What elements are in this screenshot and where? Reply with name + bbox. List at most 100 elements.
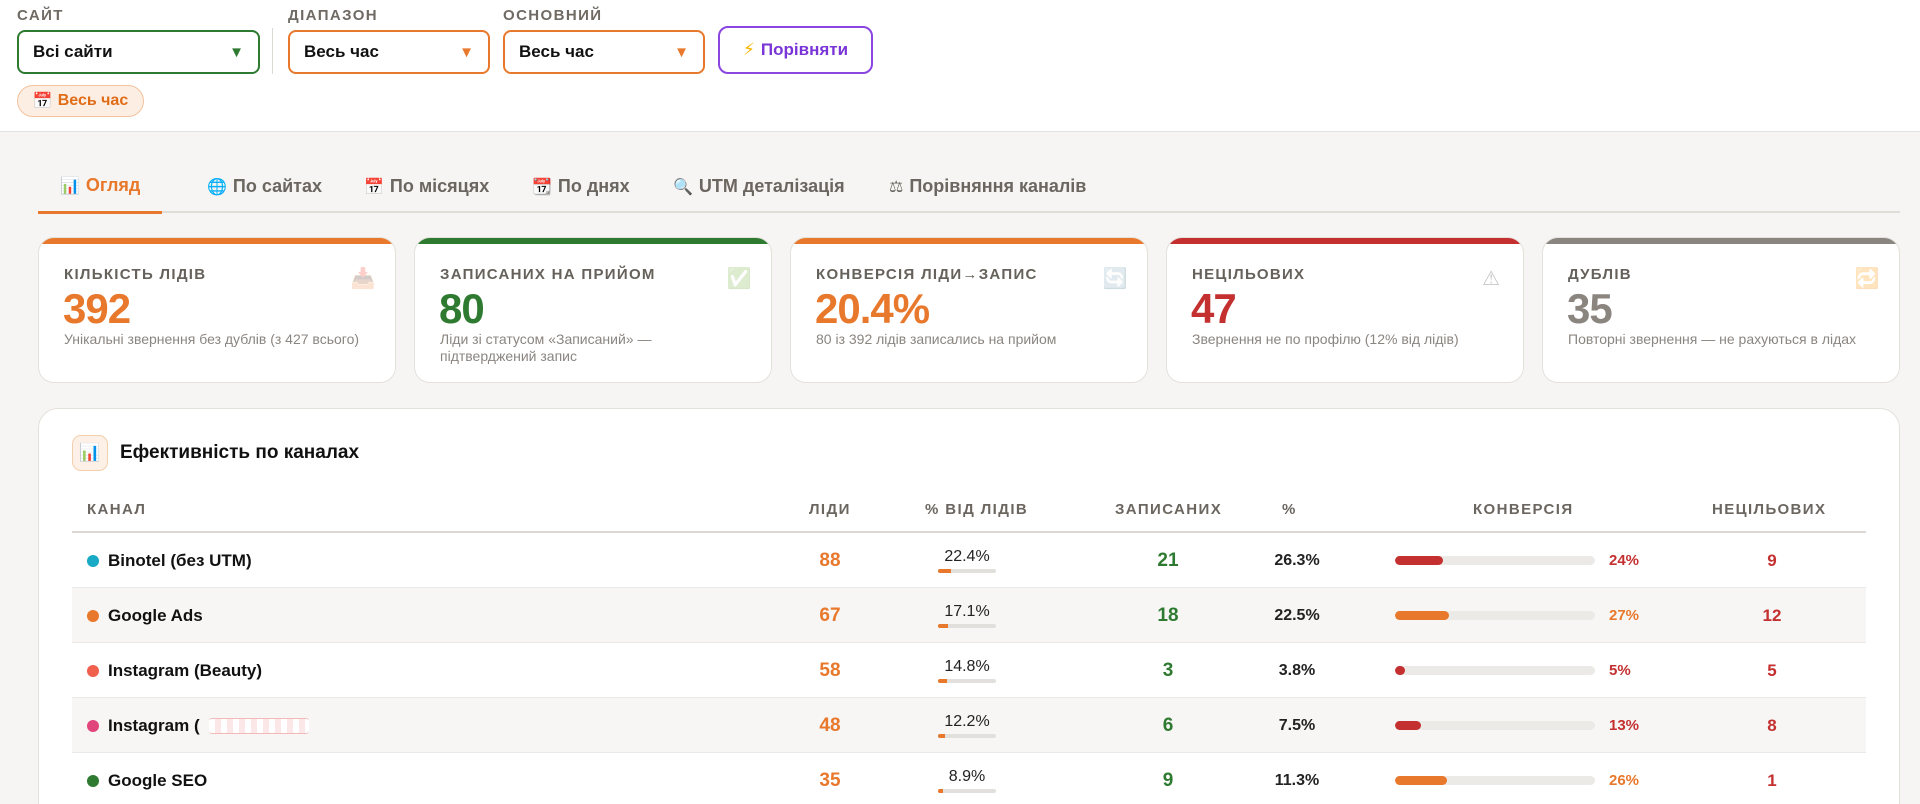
col-header-pct[interactable]: % [1282, 501, 1297, 518]
channel-color-dot [87, 719, 99, 732]
recorded-cell: 21 [1157, 549, 1179, 571]
share-value: 22.4% [944, 548, 990, 565]
conversion-value: 24% [1609, 552, 1640, 569]
globe-icon: 🌐 [207, 178, 227, 196]
col-header-share[interactable]: % ВІД ЛІДІВ [925, 501, 1029, 518]
kpi-value: 20.4% [815, 285, 930, 332]
channel-name: Binotel (без UTM) [108, 550, 252, 570]
tab-by-months[interactable]: 📅 По місяцях [342, 160, 511, 213]
share-value: 14.8% [944, 658, 990, 675]
chevron-down-icon: ▼ [459, 43, 474, 61]
calendar-icon: 📅 [364, 178, 384, 196]
channel-color-dot [87, 664, 99, 677]
compare-button[interactable]: ⚡ Порівняти [718, 26, 873, 74]
period-chip-label: Весь час [57, 92, 129, 109]
pct-cell: 11.3% [1274, 771, 1320, 789]
kpi-label: КОНВЕРСІЯ ЛІДИ→ЗАПИС [816, 266, 1038, 283]
table-row[interactable]: Instagram (Beauty) 58 14.8% 3 3.8% 5% 5 [72, 643, 1866, 698]
col-header-conversion[interactable]: КОНВЕРСІЯ [1473, 501, 1574, 518]
col-header-leads[interactable]: ЛІДИ [809, 501, 851, 518]
conversion-cell: 24% [1395, 533, 1639, 588]
kpi-accent-bar [1167, 238, 1523, 244]
table-row[interactable]: Google Ads 67 17.1% 18 22.5% 27% 12 [72, 588, 1866, 643]
conversion-cell: 13% [1395, 698, 1639, 753]
share-cell: 17.1% [921, 588, 1013, 643]
conversion-cell: 26% [1395, 753, 1639, 804]
site-select[interactable]: Всі сайти ▼ [17, 30, 260, 74]
untargeted-cell: 12 [1762, 605, 1782, 625]
recorded-cell: 9 [1162, 769, 1174, 791]
range-select-value: Весь час [304, 42, 379, 61]
tab-label: По місяцях [389, 176, 490, 196]
share-cell: 8.9% [921, 753, 1013, 804]
table-row[interactable]: Google SEO 35 8.9% 9 11.3% 26% 1 [72, 753, 1866, 804]
untargeted-cell: 5 [1767, 660, 1777, 680]
base-select[interactable]: Весь час ▼ [503, 30, 705, 74]
col-header-untargeted[interactable]: НЕЦІЛЬОВИХ [1712, 501, 1827, 518]
conversion-cell: 27% [1395, 588, 1639, 643]
panel-header: 📊 Ефективність по каналах [72, 435, 359, 471]
kpi-description: Ліди зі статусом «Записаний» — підтвердж… [440, 331, 652, 364]
share-mini-bar-fill [938, 679, 947, 683]
tab-overview[interactable]: 📊 Огляд [38, 160, 163, 214]
kpi-accent-bar [39, 238, 395, 244]
conversion-bar [1395, 611, 1595, 620]
bar-chart-icon: 📊 [72, 435, 108, 471]
channel-name: Google Ads [108, 605, 203, 625]
kpi-description: Повторні звернення — не рахуються в ліда… [1568, 331, 1857, 347]
conversion-value: 26% [1609, 772, 1640, 789]
table-row[interactable]: Binotel (без UTM) 88 22.4% 21 26.3% 24% 9 [72, 533, 1866, 588]
warning-icon: ⚠ [1482, 267, 1500, 290]
chevron-down-icon: ▼ [674, 43, 689, 61]
conversion-bar-fill [1395, 721, 1421, 730]
channel-color-dot [87, 609, 99, 622]
col-header-recorded[interactable]: ЗАПИСАНИХ [1115, 501, 1223, 518]
share-mini-bar [938, 679, 996, 683]
channel-cell: Google SEO [87, 753, 207, 804]
recorded-cell: 3 [1162, 659, 1174, 681]
filter-bar: САЙТ Всі сайти ▼ ДІАПАЗОН Весь час ▼ ОСН… [0, 0, 1920, 132]
compare-button-label: Порівняти [760, 40, 849, 59]
checkmark-icon: ✅ [726, 267, 752, 290]
tab-channel-comparison[interactable]: ⚖ Порівняння каналів [867, 160, 1108, 213]
kpi-card-conversion: КОНВЕРСІЯ ЛІДИ→ЗАПИС 20.4% 80 із 392 лід… [790, 237, 1148, 383]
tab-utm-details[interactable]: 🔍 UTM деталізація [651, 160, 867, 213]
tab-bar: 📊 Огляд 🌐 По сайтах 📅 По місяцях 📆 По дн… [38, 160, 1900, 214]
tab-by-days[interactable]: 📆 По днях [510, 160, 652, 213]
channel-efficiency-panel: 📊 Ефективність по каналах КАНАЛ ЛІДИ % В… [38, 408, 1900, 804]
kpi-value: 80 [439, 285, 485, 332]
table-header: КАНАЛ ЛІДИ % ВІД ЛІДІВ ЗАПИСАНИХ % КОНВЕ… [72, 489, 1866, 533]
kpi-card-untargeted: НЕЦІЛЬОВИХ 47 Звернення не по профілю (1… [1166, 237, 1524, 383]
channel-cell: Google Ads [87, 588, 203, 643]
conversion-bar [1395, 666, 1595, 675]
kpi-label: ЗАПИСАНИХ НА ПРИЙОМ [440, 266, 656, 283]
tab-by-sites[interactable]: 🌐 По сайтах [185, 160, 344, 213]
share-cell: 22.4% [921, 533, 1013, 588]
tab-label: Порівняння каналів [909, 176, 1087, 196]
pct-cell: 7.5% [1278, 716, 1316, 734]
table-row[interactable]: Instagram (48 12.2% 6 7.5% 13% 8 [72, 698, 1866, 753]
share-cell: 14.8% [921, 643, 1013, 698]
leads-cell: 67 [819, 604, 841, 626]
kpi-value: 47 [1191, 285, 1237, 332]
channel-name: Google SEO [108, 770, 208, 790]
tab-label: По сайтах [232, 176, 322, 196]
kpi-accent-bar [791, 238, 1147, 244]
search-icon: 🔍 [673, 178, 693, 196]
untargeted-cell: 1 [1767, 770, 1777, 790]
range-select[interactable]: Весь час ▼ [288, 30, 490, 74]
share-cell: 12.2% [921, 698, 1013, 753]
share-value: 12.2% [944, 713, 990, 730]
calendar-icon: 📆 [532, 178, 552, 196]
panel-title: Ефективність по каналах [120, 442, 360, 463]
conversion-value: 13% [1609, 717, 1640, 734]
col-header-channel[interactable]: КАНАЛ [87, 501, 147, 518]
kpi-description: Унікальні звернення без дублів (з 427 вс… [64, 331, 360, 347]
base-filter-label: ОСНОВНИЙ [503, 7, 603, 24]
conversion-value: 5% [1609, 662, 1631, 679]
channel-cell: Instagram ( [87, 698, 309, 753]
pct-cell: 26.3% [1274, 551, 1320, 569]
channel-color-dot [87, 554, 99, 567]
share-mini-bar [938, 789, 996, 793]
site-select-value: Всі сайти [33, 42, 113, 61]
